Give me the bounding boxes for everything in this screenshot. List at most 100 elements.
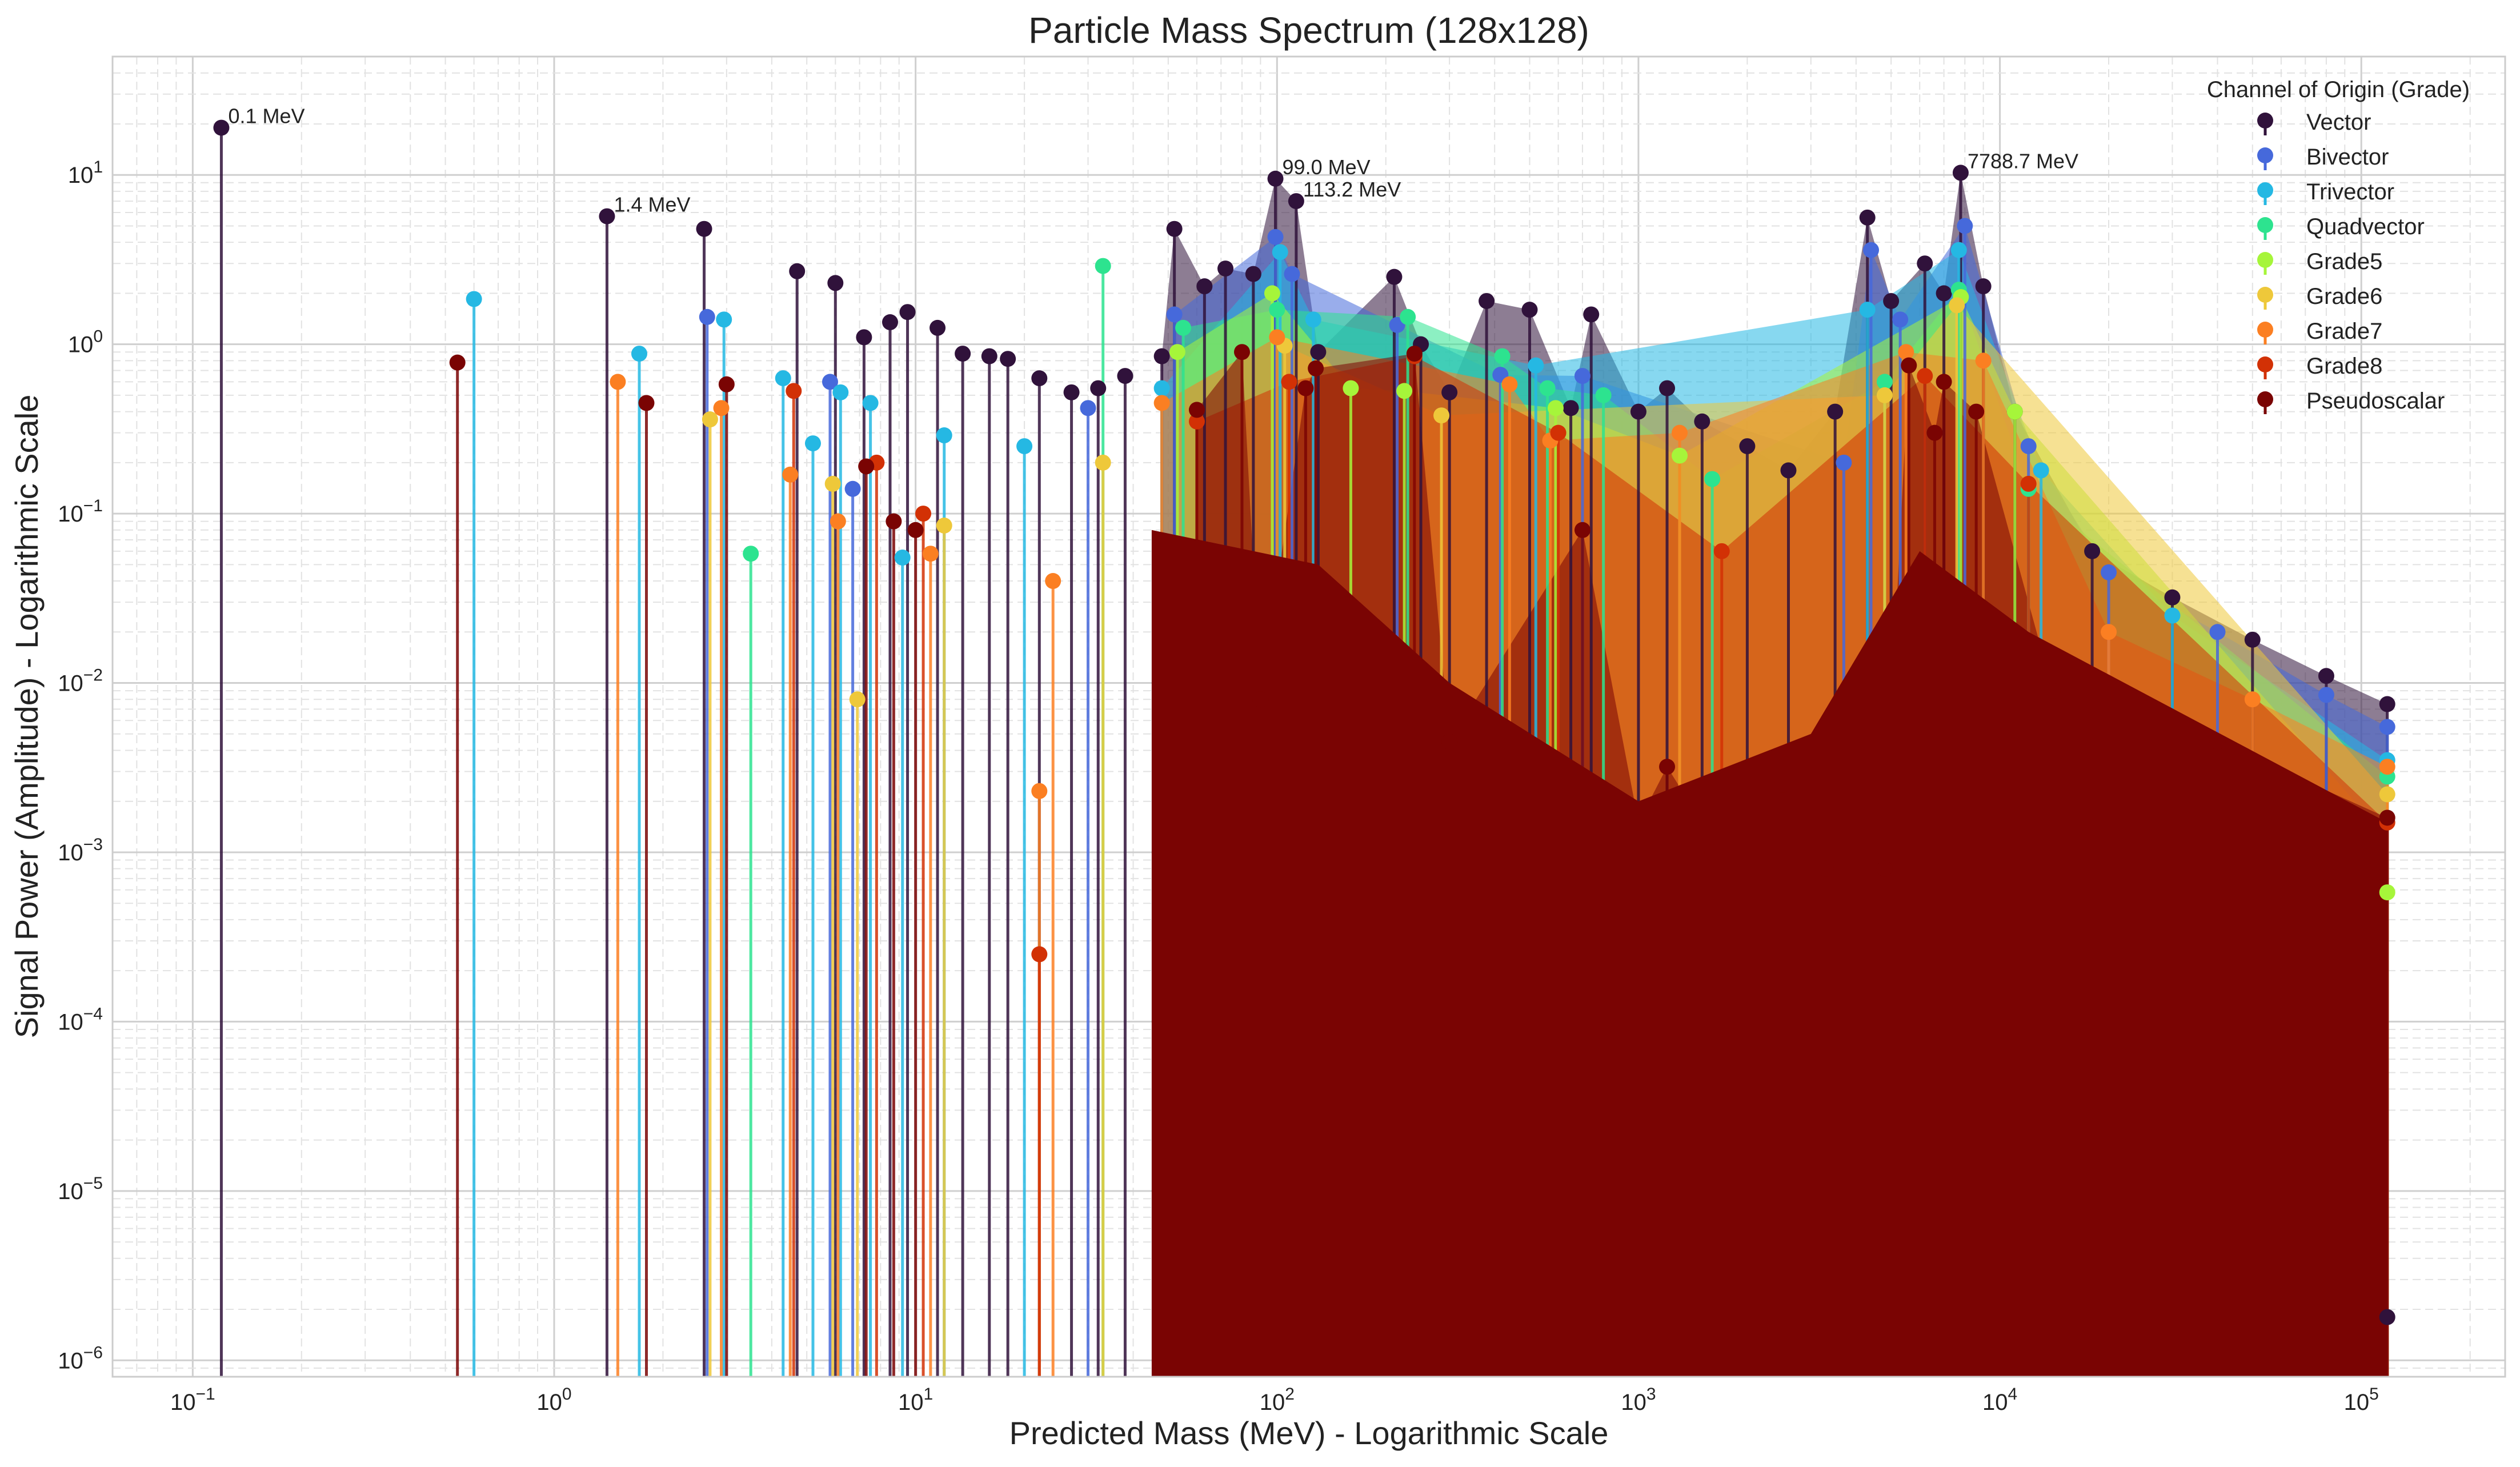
stem-marker <box>1441 384 1458 400</box>
stem-marker <box>449 354 466 371</box>
stem-marker <box>2045 683 2061 699</box>
stem-marker <box>702 411 718 428</box>
stem-marker <box>1252 691 1269 708</box>
stem-marker <box>1441 734 1458 750</box>
stem-marker <box>718 376 735 392</box>
stem-marker <box>2101 564 2117 580</box>
stem-marker <box>1433 407 1450 424</box>
stem-marker <box>1000 351 1016 367</box>
stem-marker <box>1310 344 1327 360</box>
stem-marker <box>1774 776 1790 793</box>
stem-marker <box>782 466 799 483</box>
stem-marker <box>2164 589 2181 606</box>
stem-marker <box>2084 543 2101 559</box>
stem-marker <box>1188 413 1205 430</box>
stem-marker <box>832 384 849 400</box>
stem-marker <box>2379 884 2395 901</box>
stem-marker <box>830 513 846 530</box>
stem-marker <box>1659 380 1676 396</box>
stem-marker <box>1284 266 1300 282</box>
chart-title: Particle Mass Spectrum (128x128) <box>1028 10 1589 51</box>
x-axis-label: Predicted Mass (MeV) - Logarithmic Scale <box>1009 1415 1609 1451</box>
stem-marker <box>1521 302 1538 318</box>
stem-marker <box>696 221 712 237</box>
stem-marker <box>1713 543 1730 559</box>
stem-marker <box>2101 624 2117 640</box>
stem-marker <box>849 691 866 708</box>
stem-marker <box>858 458 875 475</box>
stem-marker <box>804 435 821 452</box>
stem-marker <box>1090 380 1107 396</box>
stem-marker <box>827 275 844 291</box>
stem-marker <box>2379 809 2395 826</box>
stem-marker <box>2318 668 2334 684</box>
stem-marker <box>1153 380 1170 396</box>
stem-marker <box>775 370 791 387</box>
stem-marker <box>1898 344 1914 360</box>
stem-marker <box>1063 384 1080 400</box>
peak-annotation: 0.1 MeV <box>228 105 305 128</box>
stem-marker <box>844 480 861 497</box>
legend-label: Trivector <box>2306 179 2394 205</box>
y-tick-label: 101 <box>68 158 103 188</box>
legend-label: Quadvector <box>2306 214 2425 239</box>
stem-marker <box>1031 946 1048 963</box>
stem-marker <box>2209 734 2226 750</box>
legend-marker <box>2257 287 2273 303</box>
stem-marker <box>1583 306 1600 323</box>
stem-marker <box>1917 368 1933 384</box>
stem-marker <box>1672 447 1688 464</box>
stem-marker <box>2379 696 2395 712</box>
stem-marker <box>1694 413 1710 430</box>
stem-marker <box>1196 278 1213 295</box>
stem-marker <box>930 319 946 336</box>
stem-marker <box>1400 308 1416 325</box>
stem-marker <box>1659 759 1676 775</box>
stem-marker <box>1233 344 1250 360</box>
x-axis-ticks: 10−1 100 101 102 103 104 105 <box>170 1385 2379 1415</box>
x-tick-label: 103 <box>1621 1385 1656 1415</box>
stem-marker <box>1863 242 1880 258</box>
stem-marker <box>1876 374 1893 390</box>
stem-marker <box>599 208 615 225</box>
stem-marker <box>862 395 879 411</box>
stem-marker <box>1528 357 1544 374</box>
peak-annotation: 99.0 MeV <box>1283 155 1371 179</box>
stem-marker <box>1269 302 1285 318</box>
stem-marker <box>786 383 802 399</box>
stem-marker <box>1563 400 1579 416</box>
stem-marker <box>2020 475 2037 492</box>
y-tick-label: 100 <box>68 327 103 358</box>
stem-marker <box>1305 311 1321 328</box>
stem-marker <box>1166 306 1183 323</box>
stem-marker <box>2379 1309 2395 1325</box>
y-tick-label: 10−3 <box>58 835 103 865</box>
stem-marker <box>1297 380 1314 396</box>
stem-marker <box>1031 783 1048 799</box>
stem-marker <box>1045 573 1061 590</box>
stem-marker <box>1169 344 1185 360</box>
stem-marker <box>1288 193 1304 210</box>
stem-marker <box>1876 387 1893 403</box>
stem-marker <box>936 427 952 444</box>
plot-frame <box>111 55 2506 1378</box>
stem-marker <box>2379 786 2395 803</box>
stem-marker <box>1817 860 1834 877</box>
stem-marker <box>1975 278 1992 295</box>
stem-marker <box>631 346 648 362</box>
stem-marker <box>1479 292 1495 309</box>
stem-marker <box>2379 759 2395 775</box>
y-tick-label: 10−2 <box>58 666 103 696</box>
stem-marker <box>789 263 806 279</box>
legend-label: Grade5 <box>2306 249 2382 274</box>
stem-marker <box>2209 624 2226 640</box>
stem-marker <box>1876 860 1893 877</box>
stem-marker <box>2318 687 2334 703</box>
stem-marker <box>1267 170 1284 187</box>
stem-marker <box>1267 229 1284 245</box>
stem-marker <box>1166 221 1183 237</box>
stem-marker <box>1926 424 1943 441</box>
stem-marker <box>1957 218 1973 234</box>
stem-marker <box>915 506 932 522</box>
